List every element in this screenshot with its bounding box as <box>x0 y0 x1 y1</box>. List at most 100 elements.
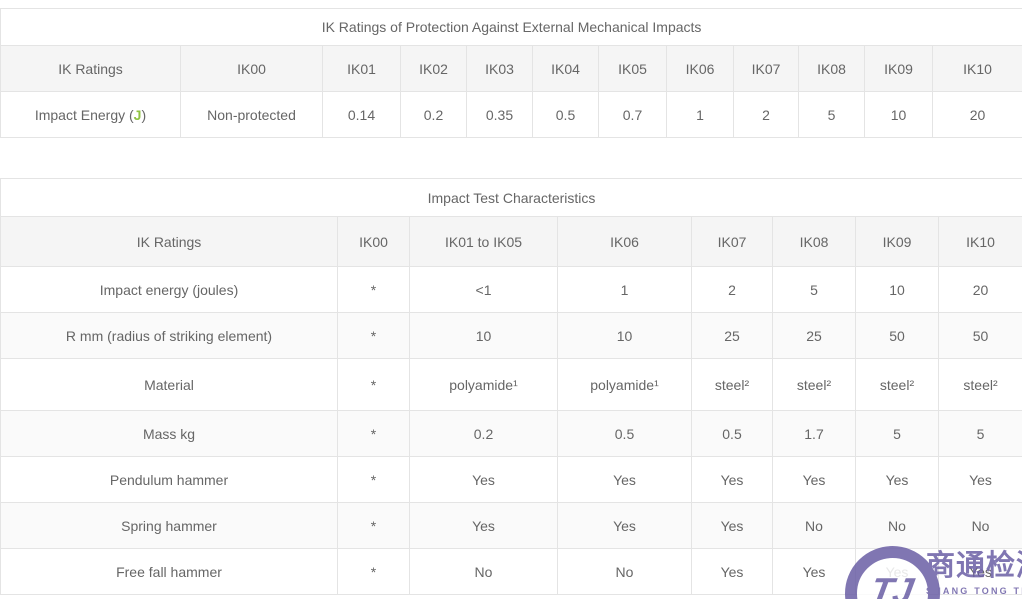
table-cell: 50 <box>855 312 939 359</box>
table-cell: Yes <box>937 456 1022 503</box>
column-header-ik09: IK09 <box>864 45 933 92</box>
table-cell: steel² <box>691 358 773 411</box>
impact-test-characteristics-table: Impact Test Characteristics IK Ratings I… <box>0 178 1022 595</box>
table-cell: No <box>409 548 558 595</box>
table-cell: 1 <box>557 266 692 313</box>
table-cell: Yes <box>691 502 773 549</box>
column-header-ik08: IK08 <box>798 45 865 92</box>
column-header-ik04: IK04 <box>532 45 599 92</box>
table-cell: Yes <box>772 548 856 595</box>
table-cell: 2 <box>733 91 799 138</box>
impact-energy-label-prefix: Impact Energy ( <box>34 106 134 123</box>
table-cell: * <box>337 358 410 411</box>
impact-energy-label-suffix: ) <box>141 106 147 123</box>
table-title-row: Impact Test Characteristics <box>0 178 1022 217</box>
table-cell: * <box>337 266 410 313</box>
table-cell: 25 <box>691 312 773 359</box>
table-cell: * <box>337 548 410 595</box>
table-cell: 25 <box>772 312 856 359</box>
table-cell: steel² <box>772 358 856 411</box>
table-cell: No <box>557 548 692 595</box>
column-header-ik09: IK09 <box>855 216 939 267</box>
column-header-ik02: IK02 <box>400 45 467 92</box>
table-cell: <1 <box>409 266 558 313</box>
table-cell: * <box>337 410 410 457</box>
row-label: Impact energy (joules) <box>0 266 338 313</box>
ik-ratings-table: IK Ratings of Protection Against Externa… <box>0 8 1022 138</box>
table-cell: steel² <box>937 358 1022 411</box>
table-cell: 5 <box>937 410 1022 457</box>
table-cell: 5 <box>798 91 865 138</box>
column-header-ik10: IK10 <box>931 45 1022 92</box>
table-cell: 10 <box>864 91 933 138</box>
spring-hammer-row: Spring hammer * Yes Yes Yes No No No <box>0 502 1022 549</box>
free-fall-hammer-row: Free fall hammer * No No Yes Yes Yes Yes <box>0 548 1022 595</box>
table-cell: 50 <box>937 312 1022 359</box>
table-cell: Yes <box>772 456 856 503</box>
column-header-ik03: IK03 <box>466 45 533 92</box>
table-cell: polyamide¹ <box>557 358 692 411</box>
row-label: Pendulum hammer <box>0 456 338 503</box>
table-cell: 0.5 <box>691 410 773 457</box>
table-cell: 20 <box>937 266 1022 313</box>
row-label: Mass kg <box>0 410 338 457</box>
table-cell: 20 <box>931 91 1022 138</box>
radius-row: R mm (radius of striking element) * 10 1… <box>0 312 1022 359</box>
column-header-ik00: IK00 <box>337 216 410 267</box>
mass-row: Mass kg * 0.2 0.5 0.5 1.7 5 5 <box>0 410 1022 457</box>
table-cell: 2 <box>691 266 773 313</box>
column-header-ik01: IK01 <box>322 45 401 92</box>
row-label: Material <box>0 358 338 411</box>
table-cell: Yes <box>855 456 939 503</box>
table-cell: Non-protected <box>180 91 323 138</box>
table-title-row: IK Ratings of Protection Against Externa… <box>0 8 1022 46</box>
table-cell: * <box>337 502 410 549</box>
table-cell: 0.5 <box>557 410 692 457</box>
table-cell: 10 <box>409 312 558 359</box>
table-cell: 1.7 <box>772 410 856 457</box>
impact-energy-unit-j: J <box>133 106 142 123</box>
material-row: Material * polyamide¹ polyamide¹ steel² … <box>0 358 1022 411</box>
column-header-ik07: IK07 <box>733 45 799 92</box>
column-header-ik-ratings: IK Ratings <box>0 216 338 267</box>
table-cell: 0.7 <box>598 91 667 138</box>
column-header-ik00: IK00 <box>180 45 323 92</box>
column-header-ik-ratings: IK Ratings <box>0 45 181 92</box>
table-cell: Yes <box>409 502 558 549</box>
table-cell: steel² <box>855 358 939 411</box>
ik-ratings-table-title: IK Ratings of Protection Against Externa… <box>0 8 1022 46</box>
table-cell: 5 <box>772 266 856 313</box>
column-header-ik06: IK06 <box>666 45 734 92</box>
column-header-ik08: IK08 <box>772 216 856 267</box>
impact-test-table-title: Impact Test Characteristics <box>0 178 1022 217</box>
column-header-ik05: IK05 <box>598 45 667 92</box>
table-cell: Yes <box>855 548 939 595</box>
column-header-ik01-to-ik05: IK01 to IK05 <box>409 216 558 267</box>
table-cell: Yes <box>691 456 773 503</box>
table-cell: 0.5 <box>532 91 599 138</box>
table-cell: No <box>772 502 856 549</box>
column-header-ik07: IK07 <box>691 216 773 267</box>
impact-energy-row: Impact Energy (J) Non-protected 0.14 0.2… <box>0 91 1022 138</box>
table-cell: Yes <box>557 456 692 503</box>
table-cell: * <box>337 312 410 359</box>
table-header-row: IK Ratings IK00 IK01 IK02 IK03 IK04 IK05… <box>0 45 1022 92</box>
table-cell: No <box>855 502 939 549</box>
row-label: Spring hammer <box>0 502 338 549</box>
table-cell: polyamide¹ <box>409 358 558 411</box>
table-cell: 0.14 <box>322 91 401 138</box>
row-label: Free fall hammer <box>0 548 338 595</box>
table-cell: 0.2 <box>400 91 467 138</box>
table-cell: No <box>937 502 1022 549</box>
table-cell: Yes <box>691 548 773 595</box>
table-cell: 10 <box>557 312 692 359</box>
row-label: R mm (radius of striking element) <box>0 312 338 359</box>
table-cell: 10 <box>855 266 939 313</box>
column-header-ik10: IK10 <box>937 216 1022 267</box>
pendulum-hammer-row: Pendulum hammer * Yes Yes Yes Yes Yes Ye… <box>0 456 1022 503</box>
table-header-row: IK Ratings IK00 IK01 to IK05 IK06 IK07 I… <box>0 216 1022 267</box>
impact-energy-row-label: Impact Energy (J) <box>0 91 181 138</box>
table-cell: 0.2 <box>409 410 558 457</box>
table-cell: 0.35 <box>466 91 533 138</box>
